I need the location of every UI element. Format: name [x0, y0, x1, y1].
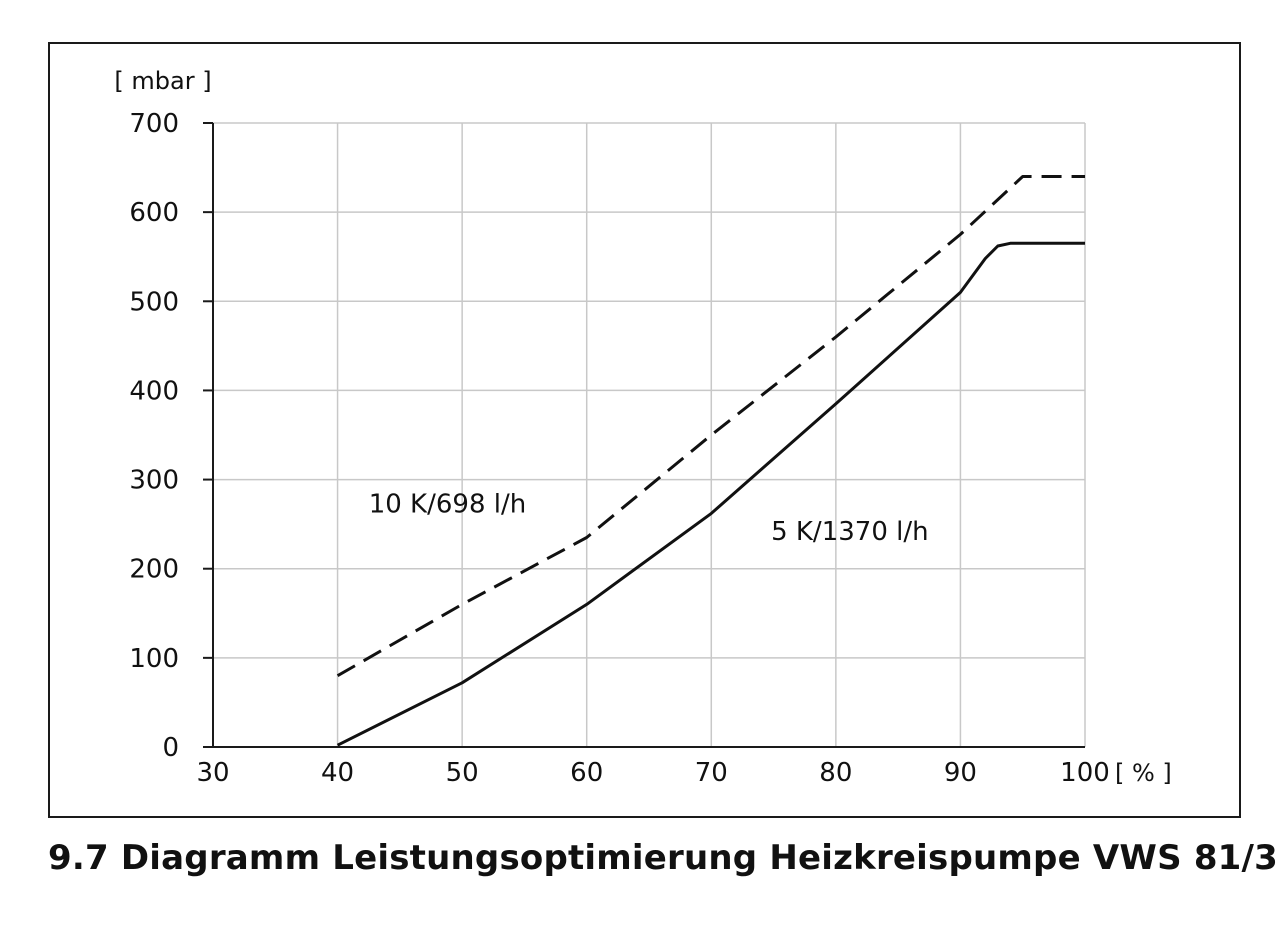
series-line-0 — [336, 175, 1085, 678]
y-tick-label-400: 400 — [129, 376, 179, 406]
x-tick-label-40: 40 — [321, 758, 354, 788]
y-tick-label-200: 200 — [129, 555, 179, 585]
x-axis-unit-label: [ % ] — [1115, 759, 1172, 787]
series-label-10k: 10 K/698 l/h — [369, 490, 527, 520]
grid-lines — [213, 122, 1086, 747]
y-tick-label-100: 100 — [129, 644, 179, 674]
x-tick-label-80: 80 — [819, 758, 852, 788]
y-tick-label-700: 700 — [129, 109, 179, 139]
x-tick-label-100: 100 — [1060, 758, 1110, 788]
x-tick-label-50: 50 — [446, 758, 479, 788]
x-tick-label-70: 70 — [695, 758, 728, 788]
series-lines — [336, 175, 1085, 747]
y-tick-label-0: 0 — [162, 733, 179, 763]
y-tick-label-300: 300 — [129, 466, 179, 496]
axes — [203, 122, 1085, 748]
y-tick-label-500: 500 — [129, 287, 179, 317]
figure-caption: 9.7 Diagramm Leistungsoptimierung Heizkr… — [48, 838, 1279, 878]
y-tick-label-600: 600 — [129, 198, 179, 228]
chart-frame: 0 100 200 300 400 500 600 700 30 40 50 60 70 80 90 100 … — [48, 42, 1241, 818]
x-tick-label-30: 30 — [196, 758, 229, 788]
series-line-1 — [336, 241, 1085, 747]
series-label-5k: 5 K/1370 l/h — [771, 517, 929, 547]
x-tick-label-60: 60 — [570, 758, 603, 788]
x-tick-label-90: 90 — [944, 758, 977, 788]
tick-labels: 0 100 200 300 400 500 600 700 30 40 50 60 70 80 90 100 — [129, 109, 1109, 788]
y-axis-unit-label: [ mbar ] — [114, 67, 211, 95]
